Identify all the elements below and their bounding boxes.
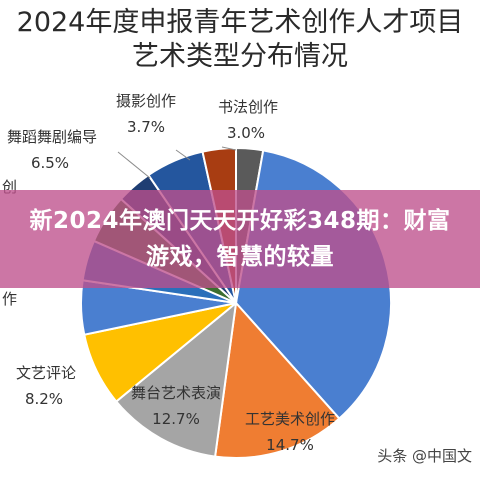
leader-line-9 [117,151,151,179]
chart-title: 2024年度申报青年艺术创作人才项目 艺术类型分布情况 [0,6,480,74]
overlay-headline: 新2024年澳门天天开好彩348期：财富游戏，智慧的较量 [29,208,451,270]
slice-label-3: 舞台艺术表演 [131,384,221,402]
slice-label-4: 文艺评论 [16,364,76,382]
chart-title-line-2: 艺术类型分布情况 [132,41,348,72]
slice-label-9: 舞蹈舞剧编导 [7,128,97,146]
leader-line-10 [175,149,191,161]
slice-label-10: 摄影创作 [116,92,176,110]
slice-value-label-10: 3.7% [127,118,165,136]
slice-value-label-3: 12.7% [152,410,200,428]
slice-value-label-4: 8.2% [25,390,63,408]
partial-label-1: 作 [2,290,17,308]
pie-slice-3 [114,300,238,458]
chart-title-line-1: 2024年度申报青年艺术创作人才项目 [16,7,464,38]
slice-label-2: 工艺美术创作 [245,410,335,428]
slice-value-label-9: 6.5% [31,154,69,172]
slice-value-label-0: 3.0% [227,124,265,142]
leader-line-0 [221,146,237,151]
overlay-banner: 新2024年澳门天天开好彩348期：财富游戏，智慧的较量 [0,190,480,288]
slice-value-label-2: 14.7% [266,436,314,454]
pie-slice-2 [213,300,341,459]
slice-label-0: 书法创作 [218,98,278,116]
watermark: 头条 @中国文 [377,447,472,465]
